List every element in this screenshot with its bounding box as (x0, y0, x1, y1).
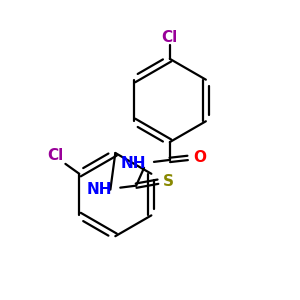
Text: S: S (163, 174, 174, 189)
Text: NH: NH (87, 182, 112, 197)
Text: Cl: Cl (47, 148, 63, 163)
Text: O: O (194, 150, 207, 165)
Text: Cl: Cl (162, 30, 178, 45)
Text: NH: NH (121, 156, 146, 171)
